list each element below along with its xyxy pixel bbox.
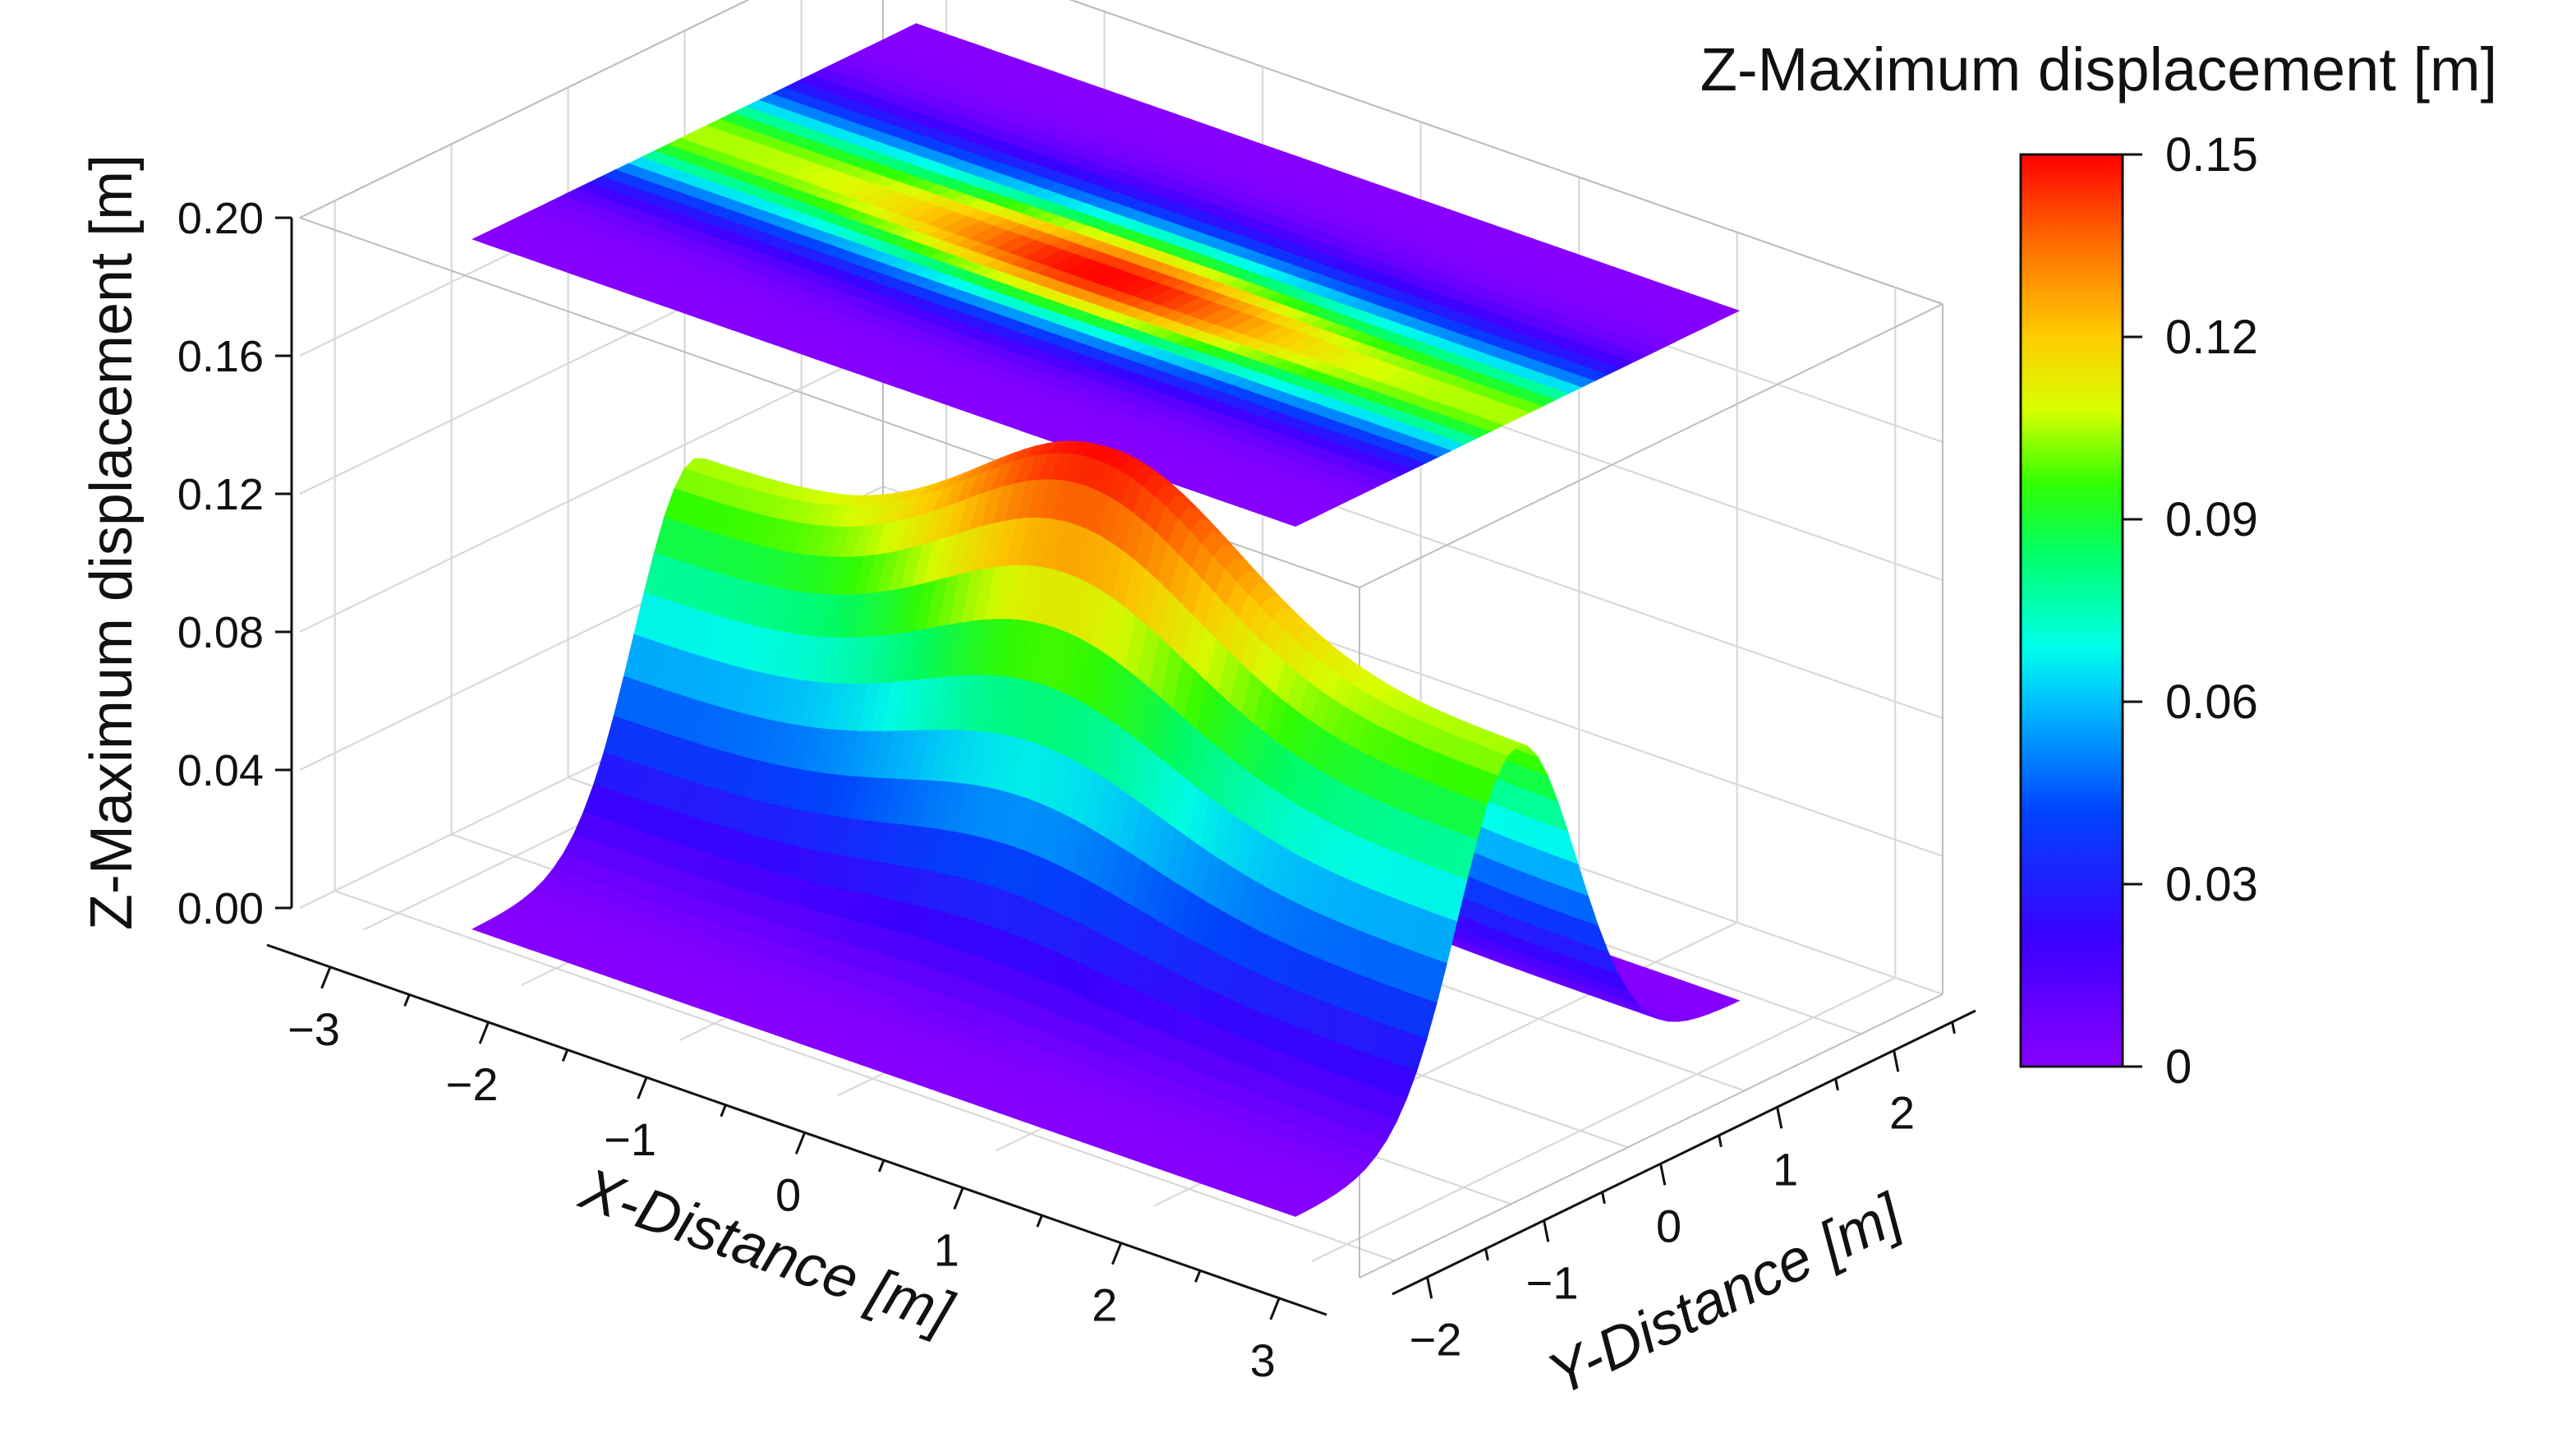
box-frame-edge [1359, 303, 1944, 588]
gridline-left-z [299, 348, 884, 633]
surface-mesh [471, 440, 1741, 1217]
top-contour-projection [472, 23, 1741, 528]
box-frame-edge [1359, 993, 1944, 1279]
gridline-floor-y [334, 890, 1395, 1262]
gridline-floor-x [1311, 976, 1896, 1262]
box-frame-edge [1069, 0, 1944, 305]
box-frame-edge [299, 0, 750, 219]
